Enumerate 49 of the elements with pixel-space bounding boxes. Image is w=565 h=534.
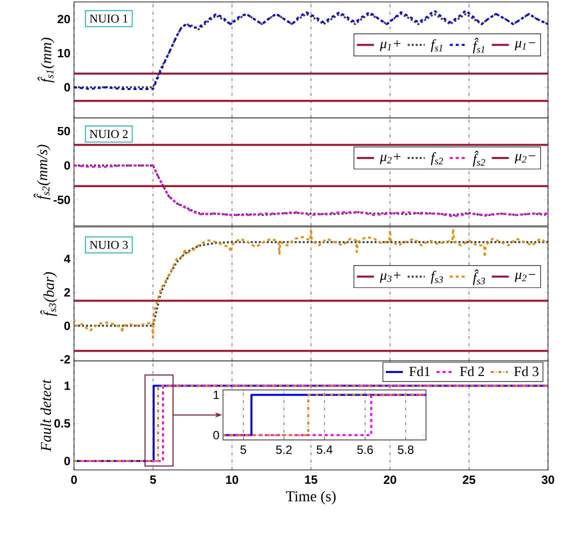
y-tick-label: 0 bbox=[64, 322, 70, 330]
x-tick-label: 5 bbox=[150, 476, 156, 484]
legend-label: f̂$_{s2}$ bbox=[472, 150, 486, 166]
legend-label: μ$_{1}$+ bbox=[380, 40, 400, 52]
y-axis-title: f̂$_{s3}$(bar) bbox=[40, 272, 58, 316]
legend-label: μ$_{2}$− bbox=[514, 272, 536, 282]
x-tick-label: 25 bbox=[462, 476, 476, 484]
x-tick-label: 5 bbox=[240, 446, 246, 454]
y-tick-label: 20 bbox=[58, 14, 70, 24]
legend-label: f$_{s2}$ bbox=[430, 152, 444, 166]
y-tick-label: 0 bbox=[64, 161, 70, 170]
legend-label: μ$_{3}$+ bbox=[380, 272, 400, 283]
legend-label: Fd 2 bbox=[460, 366, 484, 376]
legend-label: f$_{s3}$ bbox=[430, 270, 443, 284]
x-tick-label: 15 bbox=[305, 476, 318, 484]
x-tick-label: 30 bbox=[542, 476, 554, 484]
x-tick-label: 0 bbox=[71, 476, 77, 484]
x-axis-title: Time (s) bbox=[286, 490, 336, 504]
legend-label: f̂$_{s1}$ bbox=[472, 38, 484, 54]
legend-label: f$_{s1}$ bbox=[430, 39, 442, 52]
y-tick-label: 4 bbox=[64, 254, 70, 263]
x-tick-label: 5.4 bbox=[316, 446, 332, 454]
y-tick-label: 0.5 bbox=[54, 419, 70, 428]
y-tick-label: 1 bbox=[214, 390, 219, 399]
y-tick-label: 50 bbox=[58, 126, 70, 136]
x-tick-label: 5.6 bbox=[357, 446, 373, 454]
y-axis-title: f̂$_{s2}$(mm/s) bbox=[34, 144, 50, 200]
y-tick-label: 10 bbox=[58, 48, 70, 58]
y-tick-label: 0 bbox=[64, 456, 70, 466]
y-axis-title: Fault detect bbox=[40, 379, 52, 452]
annotation: NUIO 1 bbox=[90, 14, 128, 23]
legend-label: μ$_{1}$− bbox=[514, 40, 536, 50]
x-tick-label: 20 bbox=[384, 476, 396, 484]
y-tick-label: 0 bbox=[64, 83, 70, 92]
annotation: NUIO 2 bbox=[90, 130, 128, 138]
x-tick-label: 10 bbox=[226, 476, 238, 484]
legend-label: μ$_{2}$− bbox=[514, 154, 536, 164]
x-tick-label: 5.2 bbox=[276, 446, 292, 454]
y-tick-label: -50 bbox=[54, 196, 70, 204]
y-tick-label: -2 bbox=[60, 355, 70, 364]
y-tick-label: 1 bbox=[64, 382, 70, 390]
annotation: NUIO 3 bbox=[90, 240, 128, 249]
x-tick-label: 5.8 bbox=[398, 446, 414, 454]
y-axis-title: f̂$_{s1}$(mm) bbox=[38, 38, 54, 83]
y-tick-label: 2 bbox=[64, 288, 70, 296]
legend-label: Fd 3 bbox=[514, 366, 538, 376]
legend-label: Fd1 bbox=[409, 366, 430, 376]
legend-label: μ$_{2}$+ bbox=[380, 153, 400, 164]
legend-label: f̂$_{s3}$ bbox=[472, 270, 485, 286]
